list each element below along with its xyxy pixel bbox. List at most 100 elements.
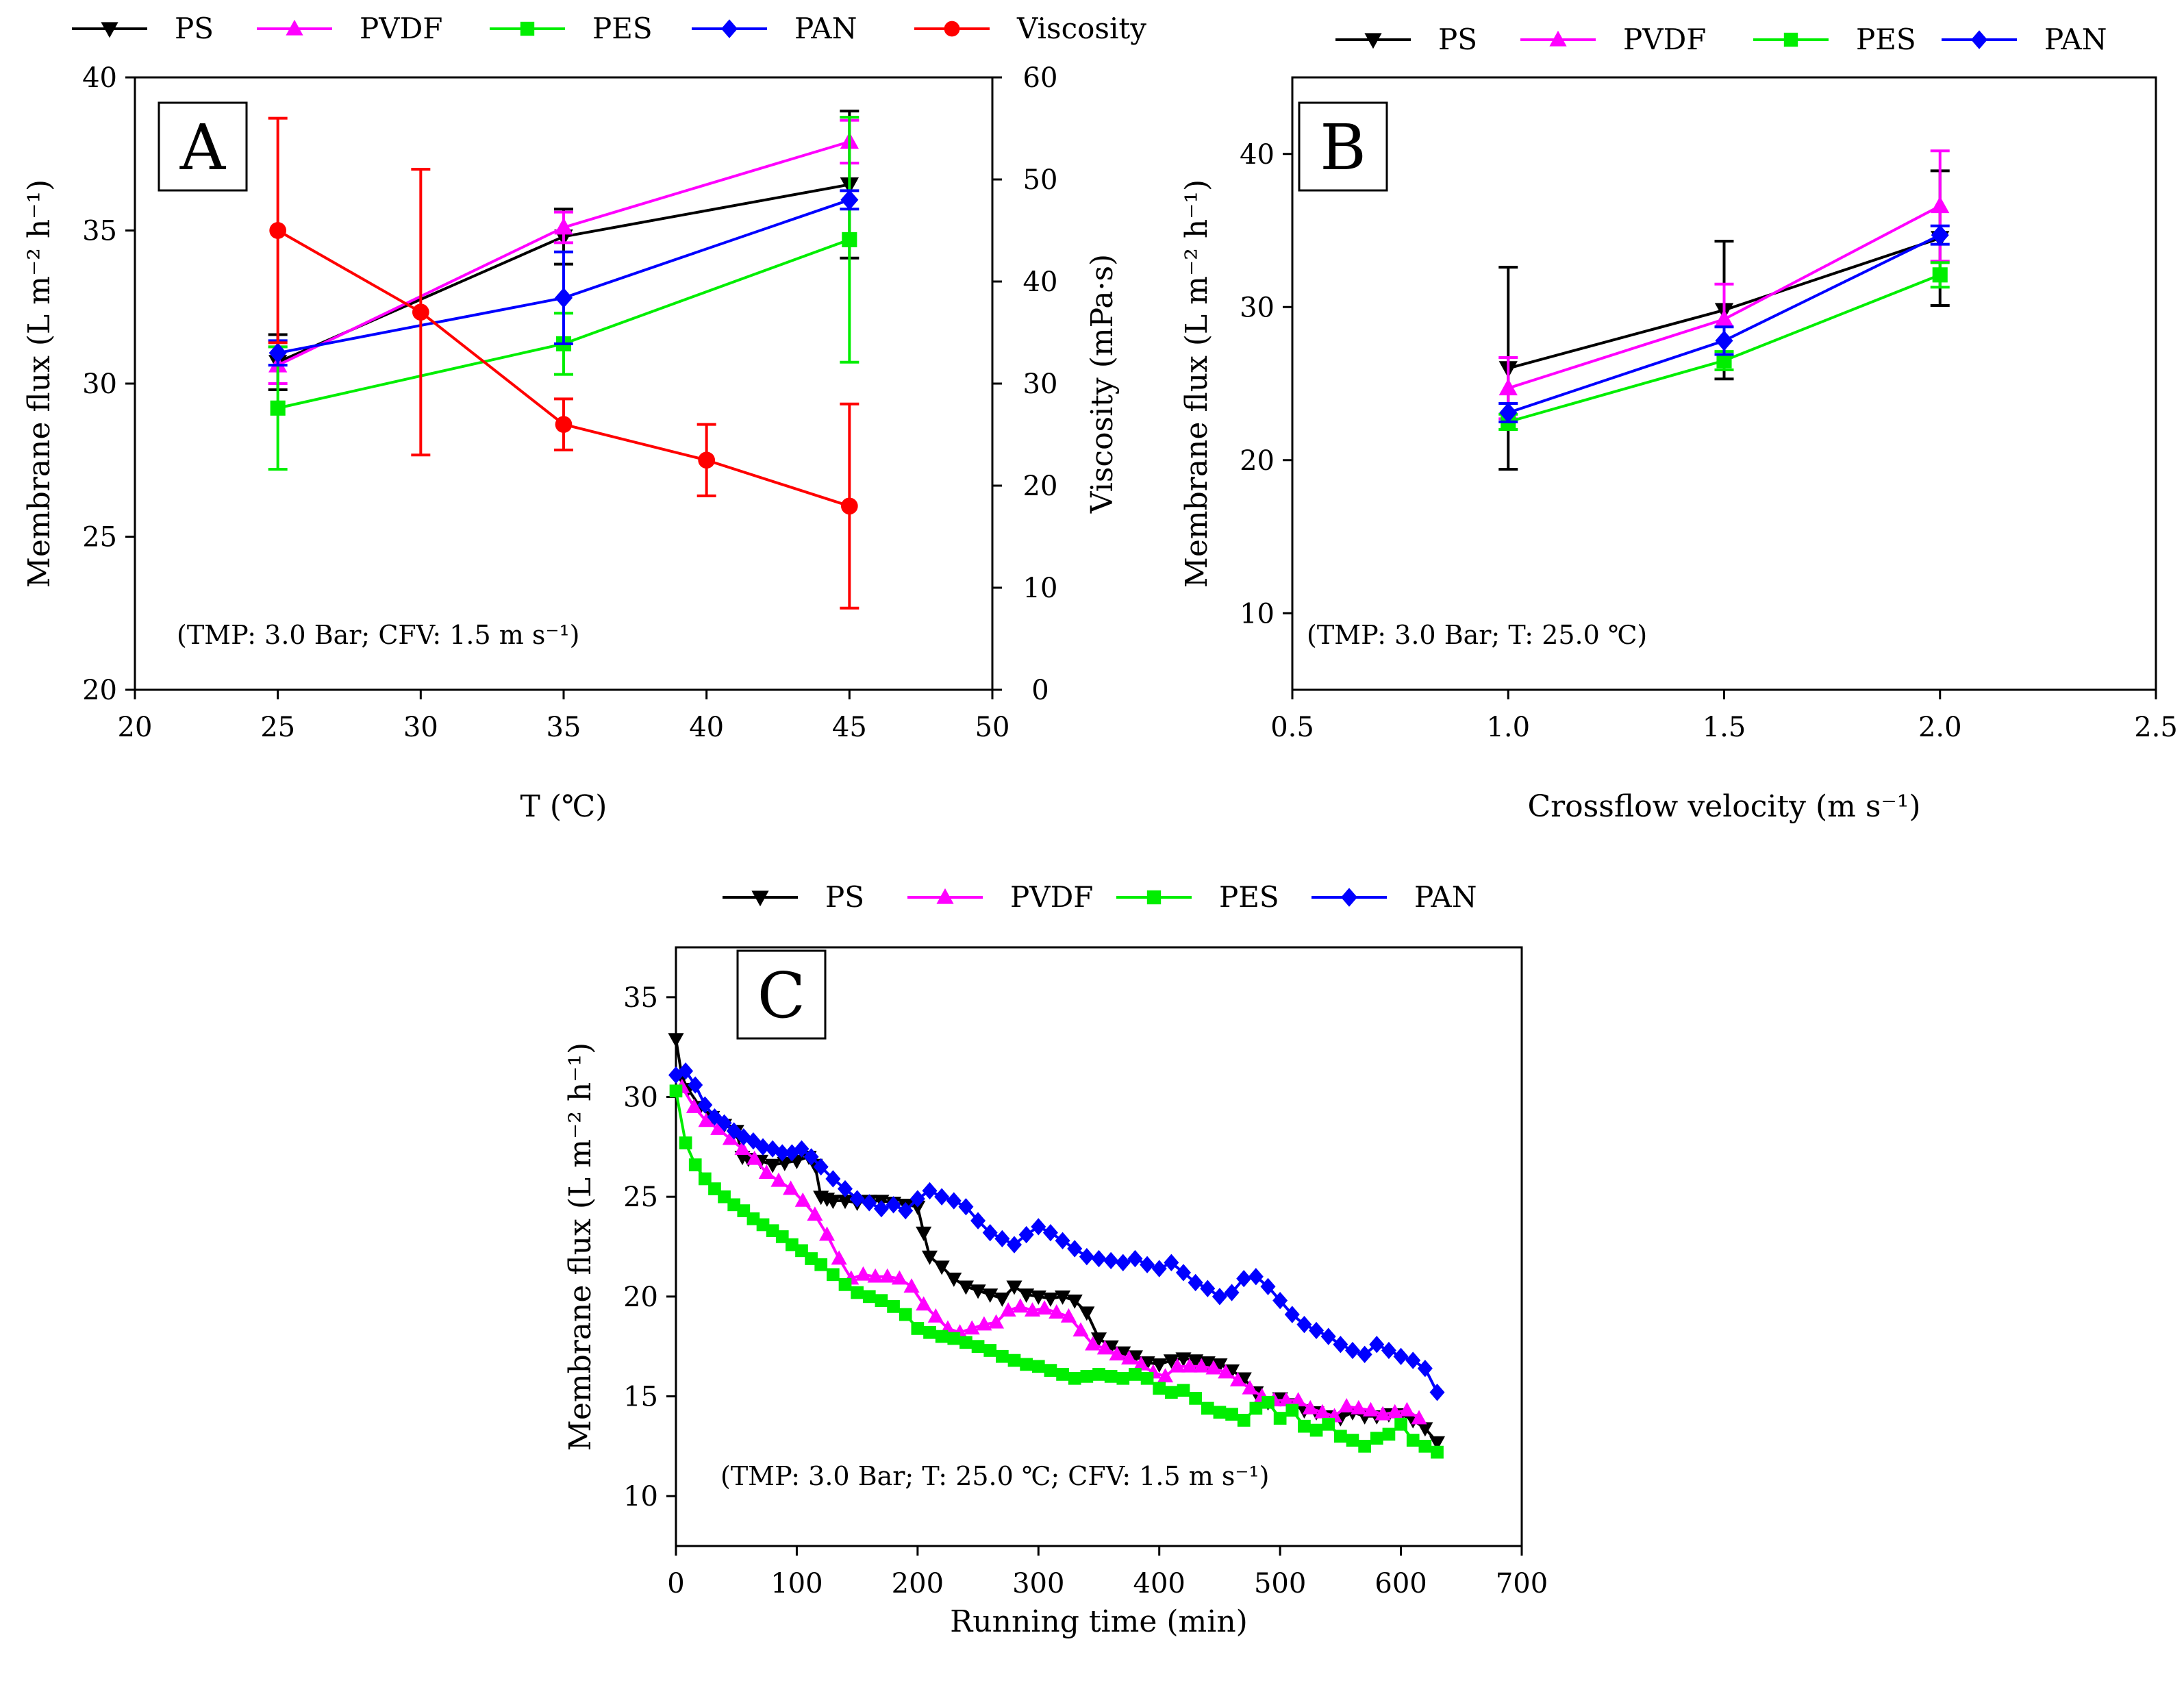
data-point <box>1116 1371 1130 1385</box>
data-point <box>898 1201 914 1220</box>
data-point <box>1066 1294 1083 1309</box>
data-point <box>994 1230 1010 1247</box>
legend-label: PAN <box>2044 23 2107 56</box>
data-point <box>1381 1341 1396 1360</box>
data-point <box>1394 1417 1407 1431</box>
data-point <box>1298 1419 1311 1433</box>
data-point <box>849 1190 865 1208</box>
data-point <box>1090 1332 1107 1347</box>
data-point <box>1429 1436 1446 1451</box>
y-tick-label: 30 <box>1240 292 1275 323</box>
x-tick-label: 35 <box>547 712 581 743</box>
data-point <box>678 1062 694 1080</box>
data-point <box>755 1138 771 1156</box>
legend-swatch-marker <box>1971 30 1987 49</box>
data-point <box>1177 1384 1190 1397</box>
x-tick-label: 200 <box>892 1568 944 1599</box>
legend-swatch-marker <box>944 21 960 37</box>
data-point <box>1351 1399 1367 1414</box>
data-point <box>1382 1428 1396 1441</box>
series-pan <box>268 189 859 367</box>
data-point <box>1260 1277 1276 1295</box>
data-point <box>1229 1372 1246 1386</box>
data-point <box>971 1340 985 1354</box>
data-point <box>935 1330 949 1343</box>
data-point <box>958 1198 974 1216</box>
data-point <box>795 1244 808 1258</box>
data-point <box>1309 1321 1325 1340</box>
data-point <box>1417 1422 1433 1437</box>
data-point <box>746 1150 763 1165</box>
data-point <box>412 303 429 321</box>
panel-letter-box: B <box>1298 101 1388 192</box>
data-point <box>1236 1269 1252 1288</box>
legend-label: PVDF <box>1010 880 1093 914</box>
plot-frame-a <box>134 76 994 691</box>
data-point <box>867 1268 883 1283</box>
y2-tick-label: 60 <box>1023 62 1058 94</box>
y2-axis-title: Viscosity (mPa·s) <box>1085 254 1120 514</box>
y-tick-label: 30 <box>623 1082 658 1114</box>
legend-item-pes: PES <box>1116 880 1279 914</box>
y2-tick-label: 10 <box>1023 573 1058 604</box>
x-axis-title: Crossflow velocity (m s⁻¹) <box>1527 789 1920 824</box>
data-point <box>1362 1401 1379 1417</box>
data-point <box>1716 353 1732 369</box>
x-axis-title: Running time (min) <box>950 1604 1248 1639</box>
panel-letter-frame <box>158 101 248 192</box>
data-point <box>1417 1360 1433 1377</box>
data-point <box>1237 1414 1251 1427</box>
data-point <box>813 1158 829 1176</box>
y-tick-label: 20 <box>82 675 117 706</box>
data-point <box>837 1195 853 1210</box>
data-point <box>1176 1264 1191 1282</box>
legend-item-pvdf: PVDF <box>1520 23 1706 56</box>
data-point <box>1151 1358 1168 1373</box>
y2-tick-label: 30 <box>1023 369 1058 400</box>
y2-tick-label: 0 <box>1031 675 1049 706</box>
panel-letter-frame <box>736 949 827 1040</box>
data-point <box>734 1140 751 1156</box>
data-point <box>959 1336 972 1349</box>
data-point <box>1387 1404 1403 1419</box>
data-point <box>840 189 859 210</box>
data-point <box>1151 1260 1167 1277</box>
data-point <box>909 1190 925 1208</box>
series-line <box>675 1090 1438 1454</box>
data-point <box>1262 1395 1275 1409</box>
data-point <box>555 416 573 433</box>
data-point <box>1153 1382 1166 1395</box>
x-tick-label: 400 <box>1133 1568 1185 1599</box>
data-point <box>1103 1251 1119 1270</box>
data-point <box>1273 1412 1287 1425</box>
series-pvdf <box>1498 149 1950 421</box>
legend-item-pvdf: PVDF <box>907 880 1093 914</box>
data-point <box>1036 1300 1053 1315</box>
data-point <box>970 1212 986 1230</box>
data-point <box>708 1182 721 1195</box>
x-tick-label: 700 <box>1496 1568 1548 1599</box>
data-point <box>851 1286 864 1299</box>
legend: PS PVDF PES PAN <box>1335 23 2107 56</box>
data-point <box>775 1144 790 1162</box>
data-point <box>770 1172 787 1187</box>
data-point <box>916 1226 932 1241</box>
data-point <box>794 1192 811 1207</box>
data-point <box>827 1268 840 1282</box>
data-point <box>1418 1439 1432 1453</box>
legend-swatch-marker <box>1341 888 1357 907</box>
data-point <box>983 1344 997 1357</box>
panel-letter-box: C <box>736 949 827 1040</box>
data-point <box>1121 1350 1138 1364</box>
data-point <box>842 232 857 247</box>
data-point <box>1224 1284 1240 1301</box>
data-point <box>1055 1291 1071 1305</box>
legend-swatch-marker <box>1146 890 1162 905</box>
data-point <box>862 1194 877 1212</box>
data-point <box>1031 1360 1045 1373</box>
data-point <box>1024 1302 1041 1317</box>
data-point <box>1431 1445 1444 1459</box>
data-point <box>1405 1351 1421 1369</box>
legend-label: PS <box>1438 23 1477 56</box>
condition-note: (TMP: 3.0 Bar; CFV: 1.5 m s⁻¹) <box>177 620 580 650</box>
